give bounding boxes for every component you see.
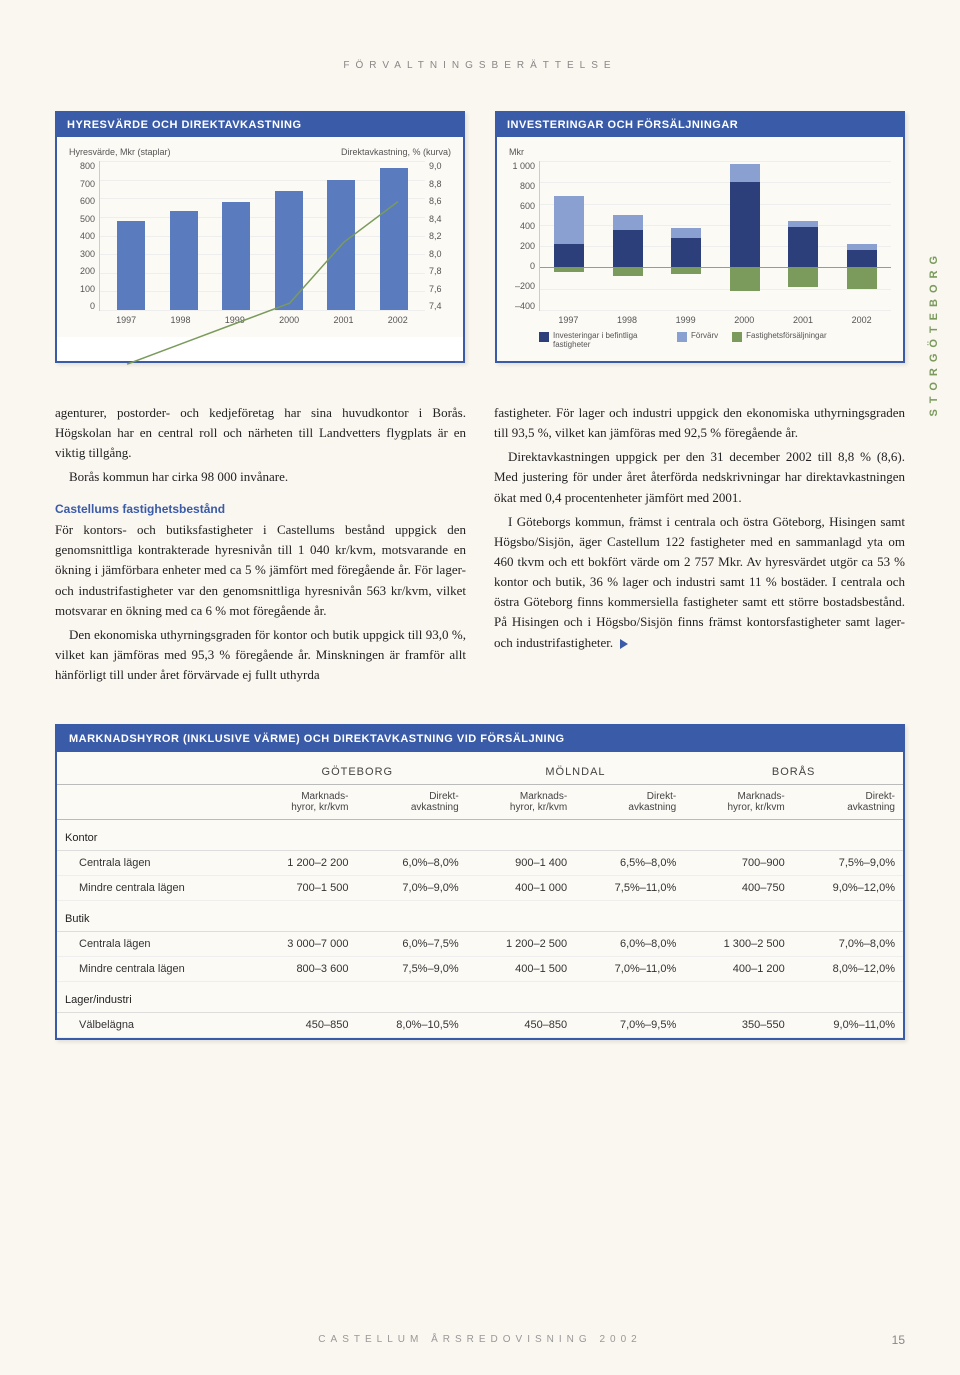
para: fastigheter. För lager och industri uppg… (494, 405, 905, 440)
table-title: MARKNADSHYROR (INKLUSIVE VÄRME) OCH DIRE… (57, 726, 903, 752)
continue-arrow-icon (620, 639, 628, 649)
charts-row: HYRESVÄRDE OCH DIREKTAVKASTNING Hyresvär… (55, 111, 905, 363)
para: agenturer, postorder- och kedjeföretag h… (55, 405, 466, 460)
chart2-y-label: Mkr (509, 147, 524, 157)
chart1-y-right: 9,08,88,68,48,28,07,87,67,4 (425, 161, 451, 311)
para: För kontors- och butiksfastigheter i Cas… (55, 522, 466, 618)
chart-hyresvarde: HYRESVÄRDE OCH DIREKTAVKASTNING Hyresvär… (55, 111, 465, 363)
chart2-y-axis: 1 0008006004002000–200–400 (509, 161, 539, 311)
chart-investeringar: INVESTERINGAR OCH FÖRSÄLJNINGAR Mkr 1 00… (495, 111, 905, 363)
para: Direktavkastningen uppgick per den 31 de… (494, 449, 905, 504)
body-col-left: agenturer, postorder- och kedjeföretag h… (55, 403, 466, 689)
rents-table: GÖTEBORGMÖLNDALBORÅS Marknads-hyror, kr/… (57, 752, 903, 1038)
body-text: agenturer, postorder- och kedjeföretag h… (55, 403, 905, 689)
chart1-y-left: 8007006005004003002001000 (69, 161, 99, 311)
body-col-right: fastigheter. För lager och industri uppg… (494, 403, 905, 689)
chart1-right-label: Direktavkastning, % (kurva) (341, 147, 451, 157)
para: Borås kommun har cirka 98 000 invånare. (69, 469, 288, 484)
chart2-x-axis: 199719981999200020012002 (509, 315, 891, 325)
page-header: FÖRVALTNINGSBERÄTTELSE (55, 60, 905, 71)
chart1-x-axis: 199719981999200020012002 (69, 315, 451, 325)
chart1-left-label: Hyresvärde, Mkr (staplar) (69, 147, 171, 157)
page-number: 15 (892, 1333, 905, 1347)
chart2-legend: Investeringar i befintliga fastigheterFö… (509, 331, 891, 349)
chart1-title: HYRESVÄRDE OCH DIREKTAVKASTNING (57, 113, 463, 137)
chart1-plot (99, 161, 425, 311)
para: I Göteborgs kommun, främst i centrala oc… (494, 514, 905, 650)
chart2-plot (539, 161, 891, 311)
subhead-castellum: Castellums fastighetsbestånd (55, 500, 466, 519)
para: Den ekonomiska uthyrningsgraden för kont… (55, 627, 466, 682)
market-rents-table: MARKNADSHYROR (INKLUSIVE VÄRME) OCH DIRE… (55, 724, 905, 1040)
chart2-title: INVESTERINGAR OCH FÖRSÄLJNINGAR (497, 113, 903, 137)
side-label: STORGÖTEBORG (928, 250, 940, 417)
page-footer: CASTELLUM ÅRSREDOVISNING 2002 (0, 1334, 960, 1345)
